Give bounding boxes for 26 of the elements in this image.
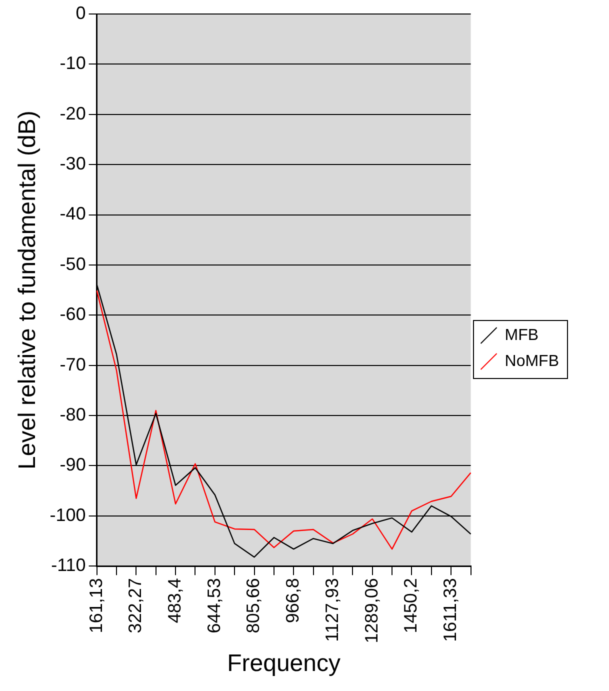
y-tick-label: -110 (51, 555, 86, 576)
y-tick-label: -90 (60, 454, 86, 475)
y-tick-label: -20 (60, 103, 86, 124)
x-tick-label: 1450,2 (400, 578, 421, 634)
x-tick-label: 644,53 (204, 578, 224, 634)
x-tick-label: 1611,33 (440, 578, 460, 642)
y-tick-label: -30 (60, 154, 86, 174)
y-tick-label: -60 (60, 304, 86, 324)
x-tick-label: 483,4 (164, 578, 185, 624)
x-tick-label: 966,8 (282, 578, 303, 624)
y-tick-label: -50 (60, 254, 86, 274)
y-tick-label: -10 (60, 53, 86, 74)
legend-label: NoMFB (504, 352, 560, 370)
x-tick-label: 322,27 (125, 578, 146, 634)
y-tick-label: 0 (76, 2, 86, 23)
y-tick-label: -80 (60, 404, 86, 425)
legend-label: MFB (504, 326, 539, 344)
x-tick-label: 1127,93 (322, 578, 342, 642)
x-axis-title: Frequency (227, 650, 340, 678)
y-tick-label: -100 (50, 504, 86, 525)
x-tick-label: 161,13 (86, 578, 106, 634)
x-tick-label: 805,66 (243, 578, 264, 634)
y-axis-title: Level relative to fundamental (dB) (14, 110, 42, 470)
x-tick-label: 1289,06 (361, 578, 382, 644)
y-tick-label: -40 (60, 204, 86, 224)
y-tick-label: -70 (60, 354, 86, 374)
